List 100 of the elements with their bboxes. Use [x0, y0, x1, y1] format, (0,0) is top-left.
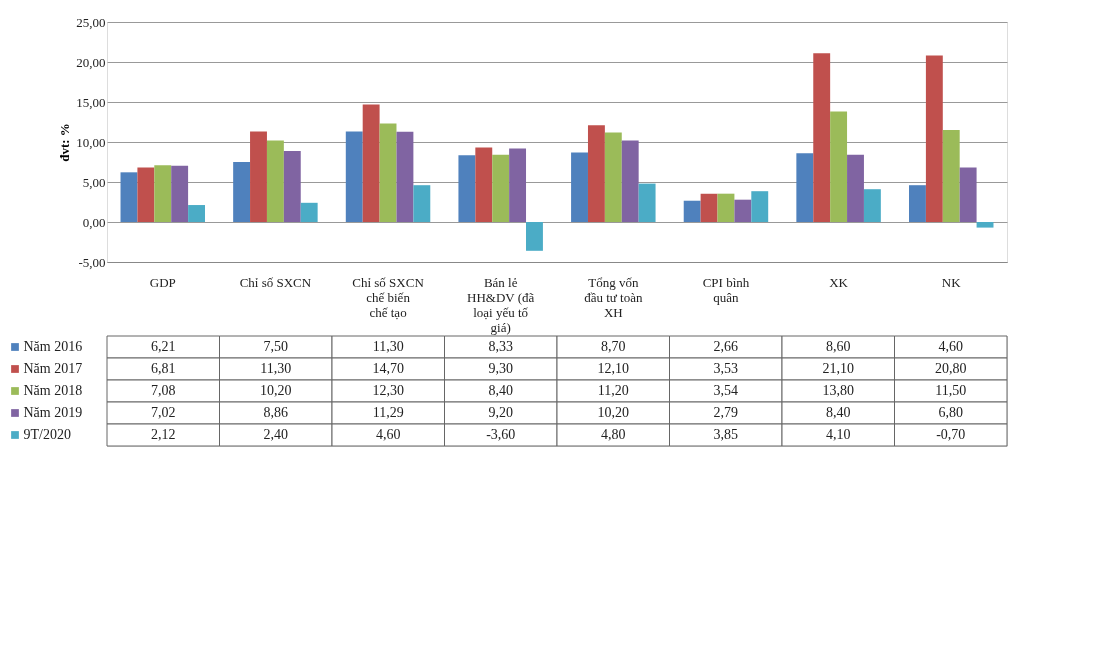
data-label: 11,29 [372, 405, 404, 420]
bar [362, 104, 380, 222]
y-tick-label: 20,00 [76, 54, 106, 70]
bar [233, 162, 251, 222]
bar [413, 185, 431, 222]
legend-label: Năm 2019 [23, 405, 83, 420]
data-label: 8,40 [488, 383, 513, 398]
data-label: 12,30 [372, 383, 404, 398]
bar [717, 193, 735, 222]
bar [925, 55, 943, 222]
data-label: -3,60 [486, 427, 516, 442]
bar [604, 132, 622, 222]
bar [379, 123, 397, 222]
legend-label: Năm 2018 [23, 383, 83, 398]
bar [847, 154, 864, 222]
data-label: 6,21 [151, 339, 176, 354]
data-label: 2,40 [263, 427, 288, 442]
bar [700, 193, 718, 222]
y-axis-title: đvt: % [57, 123, 73, 162]
bar [796, 153, 814, 222]
y-tick-label: 5,00 [82, 174, 106, 190]
bar [171, 165, 189, 222]
bar [526, 222, 543, 251]
bar [492, 154, 510, 222]
data-label: 7,50 [263, 339, 288, 354]
data-label: 10,20 [260, 383, 292, 398]
bar [283, 151, 301, 222]
data-label: 9,30 [488, 361, 513, 376]
bar [458, 155, 476, 222]
data-label: 6,80 [938, 405, 963, 420]
x-tick-label: Tổng vốn đầu tư toàn XH [584, 274, 643, 320]
y-tick-label: 0,00 [82, 214, 106, 230]
data-label: 10,20 [597, 405, 629, 420]
bar [188, 205, 205, 222]
x-tick-label: Bán lẻ HH&DV (đã loại yếu tố giá) [467, 274, 535, 335]
data-label: 2,66 [713, 339, 738, 354]
data-label: 4,10 [826, 427, 851, 442]
bar [396, 131, 414, 222]
data-label: 8,86 [263, 405, 288, 420]
data-label: 8,40 [826, 405, 851, 420]
bar [830, 111, 848, 222]
data-label: 2,79 [713, 405, 738, 420]
data-label: 14,70 [372, 361, 404, 376]
data-label: 11,30 [372, 339, 404, 354]
y-tick-label: 25,00 [76, 14, 106, 30]
data-label: 21,10 [822, 361, 854, 376]
data-label: 3,85 [713, 427, 738, 442]
data-label: 7,02 [151, 405, 176, 420]
x-tick-label: NK [941, 274, 962, 290]
legend-label: 9T/2020 [23, 427, 71, 442]
legend-label: Năm 2017 [23, 361, 83, 376]
data-label: 20,80 [935, 361, 967, 376]
data-label: 4,60 [376, 427, 401, 442]
bar [638, 183, 656, 222]
x-tick-label: Chỉ số SXCN [239, 274, 312, 290]
data-label: 2,12 [151, 427, 176, 442]
bar [863, 189, 881, 222]
bar [475, 147, 493, 222]
data-label: 7,08 [151, 383, 176, 398]
x-tick-label: Chỉ số SXCN chế biến chế tạo [352, 274, 425, 320]
bar [137, 167, 155, 222]
bar [976, 222, 994, 228]
bar [942, 130, 960, 222]
data-label: 13,80 [822, 383, 854, 398]
bar [266, 140, 284, 222]
data-label: 11,50 [935, 383, 967, 398]
data-label: -0,70 [936, 427, 966, 442]
bar [734, 199, 752, 222]
bar [120, 172, 138, 222]
y-tick-label: -5,00 [78, 254, 106, 270]
data-label: 12,10 [597, 361, 629, 376]
bar [345, 131, 363, 222]
data-label: 8,60 [826, 339, 851, 354]
data-label: 8,33 [488, 339, 513, 354]
data-label: 3,54 [713, 383, 738, 398]
bar [621, 140, 639, 222]
bar [751, 191, 769, 222]
legend-label: Năm 2016 [23, 339, 83, 354]
data-label: 6,81 [151, 361, 176, 376]
x-tick-label: GDP [149, 274, 176, 290]
bar [587, 125, 605, 222]
bar [300, 202, 318, 222]
bar [250, 131, 267, 222]
bar [683, 200, 701, 222]
x-tick-label: XK [829, 274, 849, 290]
data-label: 11,30 [260, 361, 292, 376]
bar [571, 152, 588, 222]
bar [909, 185, 926, 222]
bar [509, 148, 527, 222]
data-label: 3,53 [713, 361, 738, 376]
data-label: 4,80 [601, 427, 626, 442]
bar [813, 53, 831, 222]
bar [959, 167, 977, 222]
x-tick-label: CPI bình quân [702, 274, 750, 305]
y-tick-label: 15,00 [76, 94, 106, 110]
data-label: 4,60 [938, 339, 963, 354]
bar [154, 165, 172, 222]
data-label: 8,70 [601, 339, 626, 354]
y-tick-label: 10,00 [76, 134, 106, 150]
data-label: 11,20 [597, 383, 629, 398]
